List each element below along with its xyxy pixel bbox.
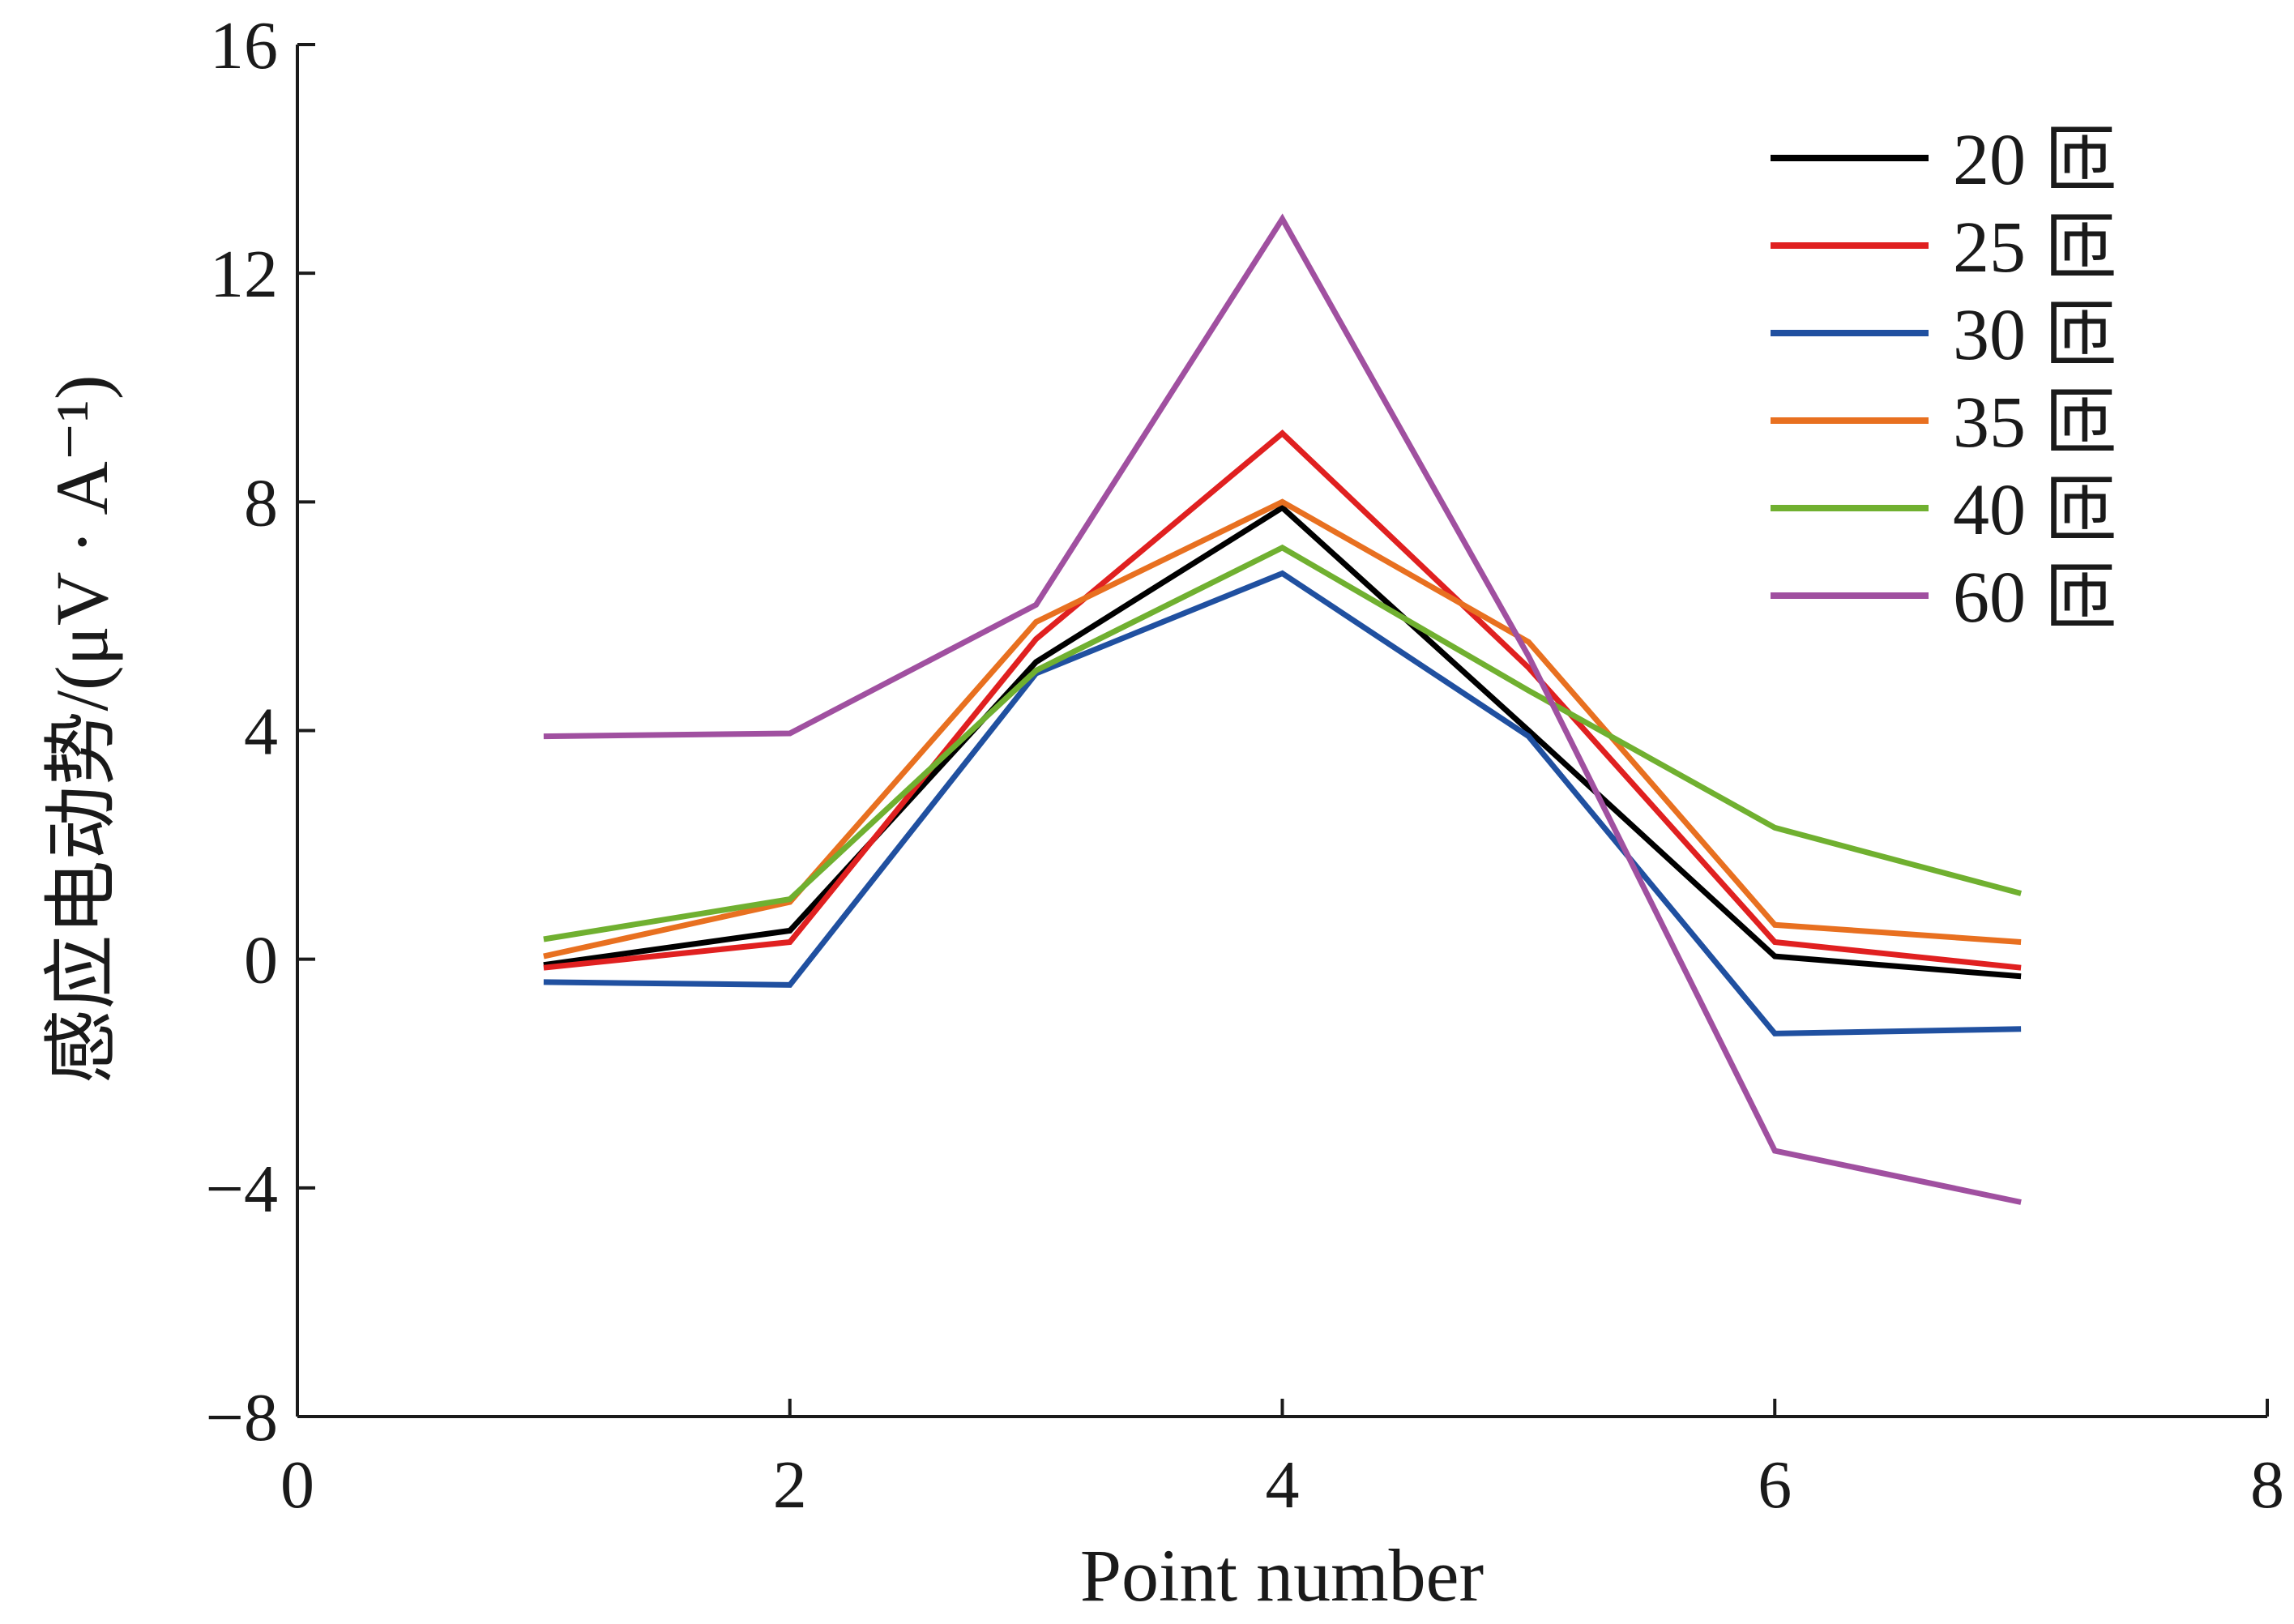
series-group: [543, 213, 2023, 1205]
series-line: [543, 213, 2022, 1205]
series-line: [543, 430, 2022, 971]
x-tick-label: 4: [1266, 1447, 1300, 1523]
y-tick-label: 4: [244, 694, 278, 770]
x-axis-title: Point number: [1080, 1534, 1484, 1617]
series-line: [543, 570, 2022, 1036]
y-tick-label: −4: [206, 1152, 278, 1227]
legend: 20 匝25 匝30 匝35 匝40 匝60 匝: [1771, 120, 2117, 638]
y-tick-label: 12: [210, 237, 278, 312]
y-tick-label: 16: [210, 8, 278, 83]
series-line: [543, 498, 2022, 959]
y-tick-label: 0: [244, 923, 278, 998]
y-axis-title: 感应电动势/(μV · A⁻¹): [41, 374, 123, 1083]
series-line: [543, 504, 2022, 980]
y-ticks: −8 −4 0 4 8 12 16: [206, 8, 315, 1455]
legend-label: 60 匝: [1953, 558, 2117, 638]
legend-label: 35 匝: [1953, 382, 2117, 463]
legend-label: 40 匝: [1953, 470, 2117, 550]
y-tick-label: −8: [206, 1380, 278, 1455]
x-tick-label: 2: [773, 1447, 807, 1523]
legend-label: 20 匝: [1953, 120, 2117, 200]
y-tick-label: 8: [244, 465, 278, 541]
x-tick-label: 0: [280, 1447, 314, 1523]
x-tick-label: 8: [2250, 1447, 2284, 1523]
legend-label: 30 匝: [1953, 295, 2117, 375]
legend-label: 25 匝: [1953, 207, 2117, 288]
x-tick-label: 6: [1758, 1447, 1792, 1523]
x-ticks: 0 2 4 6 8: [280, 1399, 2284, 1523]
series-line: [543, 544, 2023, 942]
